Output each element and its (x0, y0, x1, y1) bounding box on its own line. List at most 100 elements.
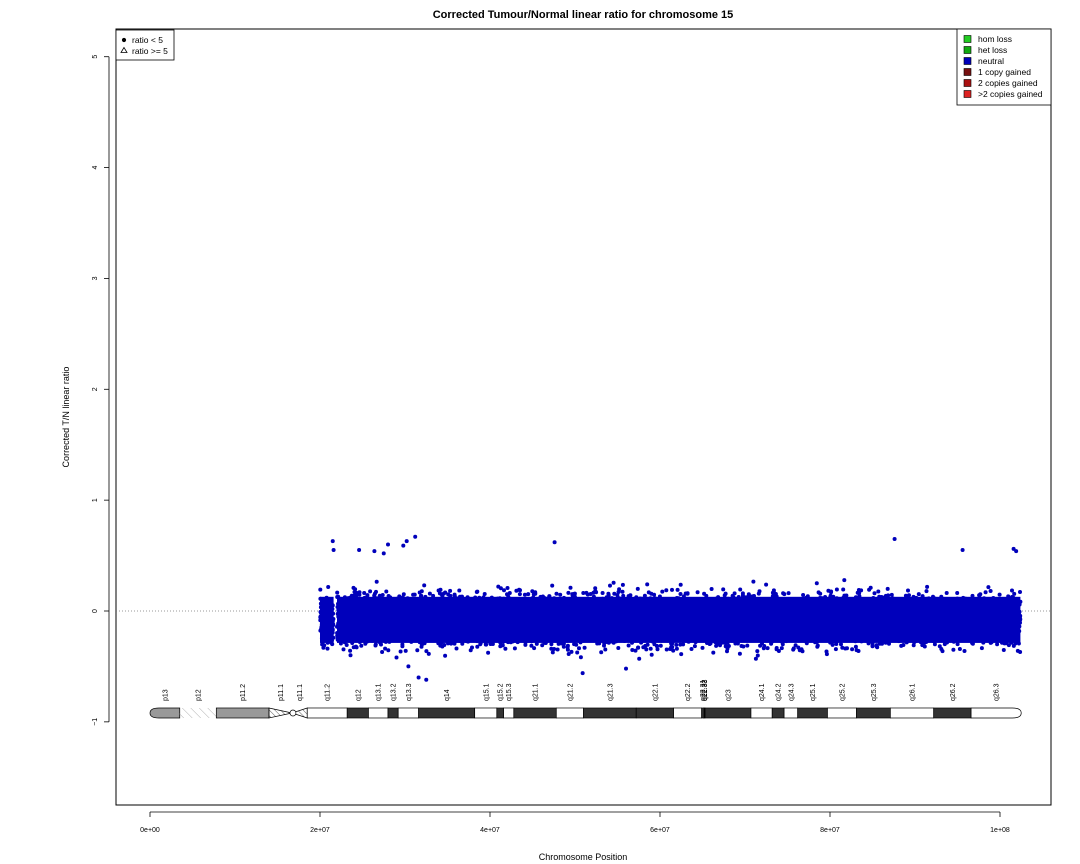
data-point (448, 588, 453, 593)
x-axis: 0e+00 2e+07 4e+07 6e+07 8e+07 1e+08 (140, 811, 1010, 834)
data-point (983, 590, 988, 595)
data-point (549, 642, 554, 647)
data-point (844, 593, 849, 598)
y-tick-label: −1 (92, 718, 99, 726)
data-point (655, 647, 660, 652)
data-point (572, 642, 577, 647)
data-point (526, 592, 531, 597)
data-point (474, 590, 479, 594)
data-point (660, 589, 665, 594)
data-point (368, 589, 373, 594)
data-point (470, 645, 474, 650)
data-point (568, 585, 573, 590)
data-point (344, 643, 349, 647)
data-point (833, 647, 838, 652)
data-point (678, 592, 683, 596)
data-point (689, 647, 694, 651)
data-point (995, 642, 1000, 647)
x-tick-label: 1e+08 (990, 827, 1010, 834)
data-point (330, 642, 335, 647)
data-point (566, 590, 571, 595)
data-point (738, 587, 743, 592)
data-point (957, 647, 962, 651)
data-point (997, 592, 1002, 597)
data-points (318, 534, 1023, 682)
data-point (979, 646, 984, 651)
data-point (842, 578, 847, 583)
data-point (554, 591, 559, 596)
data-point (384, 589, 389, 594)
data-point (841, 587, 846, 592)
data-point (374, 579, 379, 584)
data-point (642, 593, 647, 598)
data-point (616, 590, 621, 594)
data-point (924, 589, 929, 594)
data-point (380, 650, 385, 654)
data-point (415, 648, 420, 653)
x-tick-label: 0e+00 (140, 827, 160, 834)
data-point-core (320, 596, 334, 643)
data-point (517, 592, 522, 597)
data-point (1018, 590, 1022, 594)
data-point (978, 592, 983, 597)
data-point (711, 650, 716, 655)
data-point (889, 592, 894, 597)
data-point (648, 646, 653, 651)
data-point (600, 591, 605, 595)
data-point (646, 590, 651, 595)
data-point (443, 653, 448, 658)
data-point (426, 651, 431, 656)
data-point (549, 646, 554, 651)
data-point (354, 593, 359, 598)
data-point (872, 591, 877, 596)
data-point (671, 648, 676, 653)
data-point (318, 587, 323, 592)
data-point (326, 585, 331, 589)
data-point (850, 647, 855, 652)
data-point (620, 589, 625, 594)
data-point (644, 647, 649, 652)
data-point (581, 591, 586, 595)
data-point (645, 582, 650, 587)
data-point (348, 648, 353, 653)
data-point (962, 649, 967, 653)
data-point (335, 590, 340, 595)
data-point (412, 592, 417, 597)
data-point (764, 582, 769, 587)
data-point (565, 643, 570, 648)
data-point (365, 593, 370, 598)
data-point (575, 650, 580, 655)
data-point (498, 586, 503, 591)
data-point (357, 590, 362, 595)
data-point (779, 646, 784, 651)
data-point (401, 592, 406, 597)
y-tick-label: 3 (92, 276, 99, 280)
data-point (341, 647, 346, 652)
data-point (577, 646, 581, 651)
data-point (815, 643, 820, 648)
y-tick-label: 1 (92, 498, 99, 502)
data-point (443, 590, 448, 595)
data-point (757, 589, 762, 594)
data-point (773, 592, 778, 596)
data-point (762, 644, 767, 648)
data-point (857, 591, 862, 596)
data-point (951, 647, 956, 652)
data-point (702, 591, 707, 596)
data-point (986, 585, 991, 590)
data-point (692, 644, 697, 649)
data-point (500, 643, 505, 648)
data-point (566, 652, 571, 656)
data-point (608, 583, 612, 588)
data-point (944, 591, 949, 595)
data-point (424, 649, 429, 654)
data-point (678, 582, 683, 587)
data-point (486, 650, 491, 655)
data-point (386, 648, 391, 653)
data-point (578, 655, 583, 660)
data-point (664, 588, 669, 593)
data-point (362, 591, 367, 595)
y-tick-label: 2 (92, 387, 99, 391)
data-point (955, 642, 960, 647)
data-point (593, 586, 598, 591)
